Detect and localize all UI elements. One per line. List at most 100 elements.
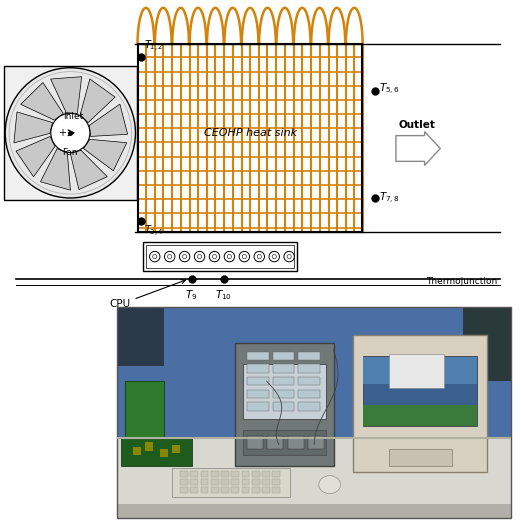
Bar bbox=[221, 479, 229, 485]
Bar bbox=[211, 487, 219, 493]
Polygon shape bbox=[80, 79, 115, 122]
Bar bbox=[201, 479, 208, 485]
Text: Fan: Fan bbox=[63, 148, 78, 157]
Bar bbox=[272, 364, 294, 373]
Bar bbox=[247, 436, 263, 449]
Bar bbox=[231, 479, 239, 485]
Bar bbox=[298, 352, 320, 360]
Bar bbox=[298, 390, 320, 398]
Bar bbox=[201, 487, 208, 493]
Bar bbox=[252, 487, 259, 493]
Bar bbox=[138, 44, 362, 232]
Text: $T_{7,8}$: $T_{7,8}$ bbox=[379, 191, 400, 205]
Bar bbox=[221, 471, 229, 477]
Bar bbox=[247, 352, 269, 360]
Polygon shape bbox=[90, 104, 128, 137]
Bar bbox=[172, 468, 290, 497]
Bar bbox=[172, 444, 180, 453]
Bar bbox=[121, 438, 192, 466]
Bar bbox=[145, 442, 153, 451]
Bar bbox=[242, 487, 250, 493]
Polygon shape bbox=[16, 137, 55, 177]
Polygon shape bbox=[21, 82, 64, 120]
Bar bbox=[272, 471, 280, 477]
Bar bbox=[133, 446, 141, 455]
Text: $T_{5,6}$: $T_{5,6}$ bbox=[379, 82, 400, 96]
Bar bbox=[252, 471, 259, 477]
Bar bbox=[389, 354, 444, 388]
Bar bbox=[272, 487, 280, 493]
Bar bbox=[160, 449, 168, 457]
Bar bbox=[272, 377, 294, 386]
Bar bbox=[247, 377, 269, 386]
Bar bbox=[288, 436, 304, 449]
Bar bbox=[117, 307, 165, 366]
Bar bbox=[308, 436, 324, 449]
Bar bbox=[180, 479, 188, 485]
Bar bbox=[272, 479, 280, 485]
Bar bbox=[247, 364, 269, 373]
Bar bbox=[243, 430, 326, 455]
Text: $T_9$: $T_9$ bbox=[185, 288, 198, 302]
Bar bbox=[117, 307, 511, 444]
Bar bbox=[363, 405, 477, 426]
Text: CEOHP heat sink: CEOHP heat sink bbox=[204, 128, 296, 138]
Polygon shape bbox=[83, 139, 127, 171]
Polygon shape bbox=[41, 148, 70, 190]
Polygon shape bbox=[396, 131, 440, 166]
Bar bbox=[242, 471, 250, 477]
Text: $T_{3,4}$: $T_{3,4}$ bbox=[144, 224, 164, 239]
Bar bbox=[180, 487, 188, 493]
Text: CPU: CPU bbox=[109, 280, 185, 309]
Bar bbox=[211, 471, 219, 477]
Bar bbox=[117, 504, 511, 518]
Bar bbox=[242, 479, 250, 485]
Polygon shape bbox=[51, 77, 82, 114]
Circle shape bbox=[5, 68, 135, 198]
Bar bbox=[190, 471, 199, 477]
Bar bbox=[190, 479, 199, 485]
Circle shape bbox=[51, 114, 90, 153]
Bar bbox=[363, 356, 477, 384]
Bar bbox=[125, 381, 165, 444]
Bar bbox=[221, 487, 229, 493]
Bar bbox=[117, 438, 511, 518]
Bar bbox=[353, 335, 487, 472]
Polygon shape bbox=[70, 151, 107, 190]
Bar bbox=[247, 402, 269, 411]
Bar bbox=[272, 402, 294, 411]
Text: Inlet: Inlet bbox=[63, 113, 83, 121]
Bar bbox=[247, 390, 269, 398]
Bar bbox=[211, 479, 219, 485]
Bar bbox=[363, 356, 477, 426]
Bar bbox=[298, 377, 320, 386]
Bar bbox=[262, 487, 270, 493]
Bar bbox=[231, 487, 239, 493]
Bar bbox=[272, 390, 294, 398]
Polygon shape bbox=[14, 112, 53, 143]
Bar bbox=[262, 479, 270, 485]
Bar bbox=[231, 471, 239, 477]
Bar bbox=[298, 364, 320, 373]
Bar bbox=[180, 471, 188, 477]
Text: Outlet: Outlet bbox=[399, 120, 436, 130]
Bar bbox=[243, 364, 326, 419]
Ellipse shape bbox=[319, 476, 340, 493]
Bar bbox=[201, 471, 208, 477]
Text: $T_{1,2}$: $T_{1,2}$ bbox=[144, 39, 164, 54]
Bar bbox=[146, 245, 294, 268]
Bar bbox=[272, 352, 294, 360]
Bar bbox=[235, 343, 333, 466]
Bar bbox=[267, 436, 283, 449]
Text: +: + bbox=[58, 128, 67, 138]
Bar bbox=[190, 487, 199, 493]
Bar bbox=[262, 471, 270, 477]
Bar bbox=[389, 449, 452, 466]
Bar bbox=[143, 242, 297, 271]
Bar bbox=[252, 479, 259, 485]
Bar bbox=[463, 307, 511, 381]
Text: $T_{10}$: $T_{10}$ bbox=[216, 288, 232, 302]
Bar bbox=[298, 402, 320, 411]
Text: Thermojunction: Thermojunction bbox=[426, 277, 498, 287]
Bar bbox=[4, 66, 137, 200]
